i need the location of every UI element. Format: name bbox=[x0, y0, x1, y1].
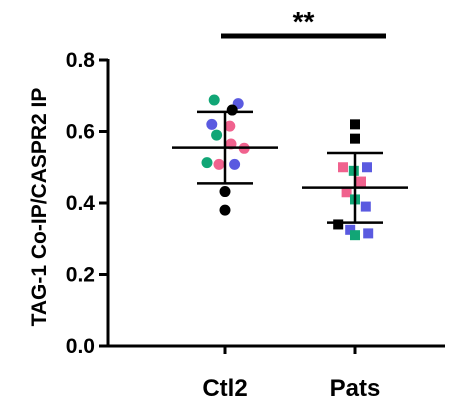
data-point-ctl2-11 bbox=[219, 186, 231, 198]
data-point-pats-9 bbox=[333, 219, 344, 230]
significance-annotation: ** bbox=[221, 6, 386, 39]
data-point-ctl2-12 bbox=[219, 204, 231, 216]
y-tick-label: 0.0 bbox=[66, 335, 95, 358]
mean-sd-bars bbox=[172, 110, 408, 224]
data-point-pats-3 bbox=[362, 162, 372, 173]
data-point-ctl2-0 bbox=[208, 94, 220, 106]
data-point-pats-0 bbox=[350, 119, 360, 130]
y-tick-label: 0.4 bbox=[66, 192, 96, 215]
data-point-pats-5 bbox=[356, 176, 366, 187]
y-tick-label: 0.6 bbox=[66, 121, 95, 144]
data-point-ctl2-9 bbox=[213, 158, 225, 170]
y-ticks: 0.0 0.2 0.4 0.6 0.8 bbox=[66, 49, 108, 358]
data-points bbox=[201, 94, 374, 241]
y-axis-title-group: TAG-1 Co-IP/CASPR2 IP bbox=[28, 88, 51, 327]
data-point-ctl2-5 bbox=[211, 129, 223, 141]
data-point-ctl2-8 bbox=[201, 157, 213, 169]
x-category-label-pats: Pats bbox=[330, 375, 381, 402]
x-category-labels: Ctl2 Pats bbox=[202, 375, 380, 402]
y-axis-title: TAG-1 Co-IP/CASPR2 IP bbox=[28, 88, 51, 327]
data-point-pats-6 bbox=[341, 187, 352, 198]
data-point-pats-12 bbox=[350, 230, 360, 241]
x-category-label-ctl2: Ctl2 bbox=[202, 375, 247, 402]
y-tick-label: 0.2 bbox=[66, 264, 95, 287]
data-point-pats-2 bbox=[338, 162, 348, 173]
data-point-pats-8 bbox=[360, 201, 371, 212]
data-point-pats-11 bbox=[363, 228, 374, 239]
data-point-ctl2-2 bbox=[226, 104, 238, 116]
y-tick-label: 0.8 bbox=[66, 49, 96, 72]
data-point-ctl2-3 bbox=[206, 118, 218, 130]
data-point-ctl2-4 bbox=[224, 120, 236, 132]
axes bbox=[106, 59, 445, 354]
significance-label: ** bbox=[293, 6, 315, 37]
data-point-pats-10 bbox=[345, 224, 356, 235]
data-point-ctl2-10 bbox=[229, 158, 241, 170]
data-point-pats-1 bbox=[350, 133, 360, 144]
